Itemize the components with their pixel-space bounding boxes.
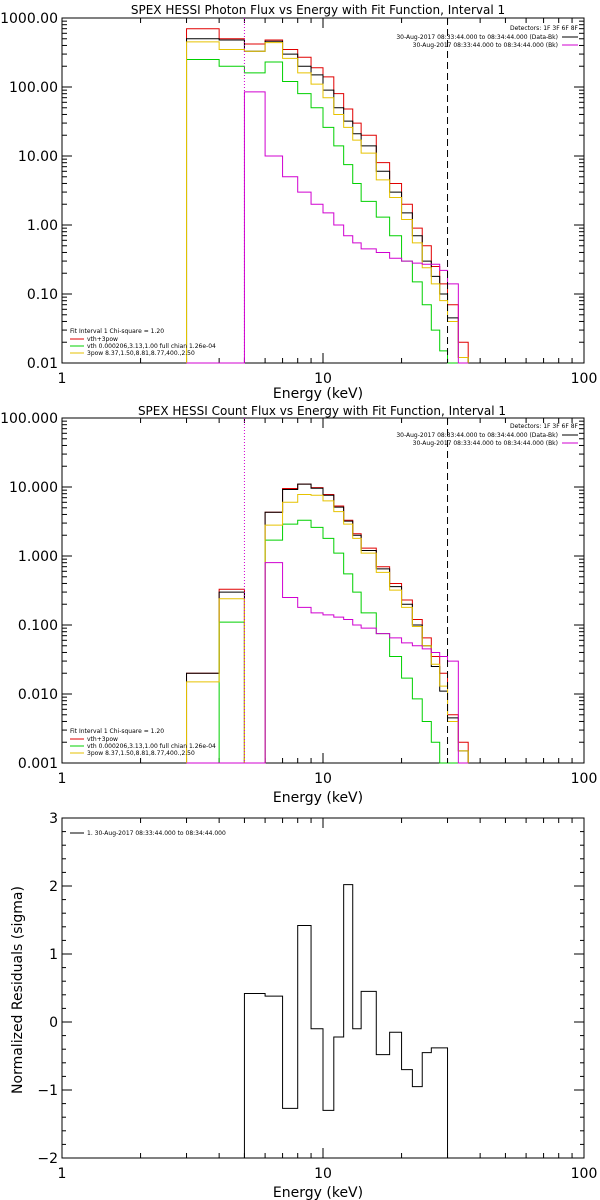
legend-left: 1. 30-Aug-2017 08:33:44.000 to 08:34:44.… bbox=[70, 830, 226, 837]
y-tick-label: 100.00 bbox=[9, 80, 58, 96]
series-green bbox=[186, 519, 469, 764]
series-magenta bbox=[186, 562, 469, 764]
y-tick-label: 10.000 bbox=[9, 480, 58, 496]
y-tick-label: 1 bbox=[49, 947, 58, 963]
x-tick-label: 1 bbox=[58, 771, 67, 787]
legend-entry-green: vth 0.000206,3.13,1.00 full chian 1.26e-… bbox=[87, 743, 216, 750]
y-tick-label: 10.00 bbox=[18, 149, 58, 165]
y-tick-label: −1 bbox=[37, 1083, 58, 1099]
x-tick-label: 10 bbox=[314, 371, 332, 387]
series-red bbox=[186, 28, 469, 363]
x-tick-label: 1 bbox=[58, 1166, 67, 1182]
y-tick-label: 1.000 bbox=[18, 549, 58, 565]
legend-fit-header: Fit Interval 1 Chi-square = 1.20 bbox=[70, 728, 164, 735]
residuals-panel: Energy (keV) Normalized Residuals (sigma… bbox=[10, 811, 597, 1200]
x-tick-label: 100 bbox=[571, 1166, 598, 1182]
plot-frame bbox=[61, 417, 585, 764]
series-yellow bbox=[186, 493, 469, 764]
y-tick-label: 1.00 bbox=[27, 218, 58, 234]
count-flux-panel: SPEX HESSI Count Flux vs Energy with Fit… bbox=[0, 404, 597, 806]
x-tick-label: 100 bbox=[571, 771, 598, 787]
legend-entry-yellow: 3pow 8.37,1.50,8.81,8.77,400.,2.50 bbox=[87, 350, 195, 357]
y-tick-label: 100.000 bbox=[0, 411, 58, 427]
y-tick-label: −2 bbox=[37, 1151, 58, 1167]
plot-marks bbox=[186, 18, 469, 364]
x-axis-label: Energy (keV) bbox=[273, 790, 363, 806]
x-axis-label: Energy (keV) bbox=[273, 1185, 363, 1200]
series-magenta bbox=[186, 91, 469, 364]
legend-entry-green: vth 0.000206,3.13,1.00 full chian 1.26e-… bbox=[87, 343, 216, 350]
y-tick-label: 3 bbox=[49, 811, 58, 827]
legend-entry-data-bk: 30-Aug-2017 08:33:44.000 to 08:34:44.000… bbox=[396, 432, 558, 439]
legend-entry-bk: 30-Aug-2017 08:33:44.000 to 08:34:44.000… bbox=[413, 440, 558, 447]
plot-marks bbox=[186, 418, 469, 764]
y-tick-label: 2 bbox=[49, 879, 58, 895]
legend-left: Fit Interval 1 Chi-square = 1.20 vth+3po… bbox=[70, 328, 216, 357]
legend-entry-yellow: 3pow 8.37,1.50,8.81,8.77,400.,2.50 bbox=[87, 750, 195, 757]
y-tick-label: 0.100 bbox=[18, 618, 58, 634]
y-tick-label: 0.10 bbox=[27, 287, 58, 303]
legend-right: Detectors: 1F 3F 6F 8F 30-Aug-2017 08:33… bbox=[396, 25, 578, 49]
legend-left: Fit Interval 1 Chi-square = 1.20 vth+3po… bbox=[70, 728, 216, 757]
x-tick-label: 10 bbox=[314, 1166, 332, 1182]
axis-ticks: 1 10 100 0.001 0.010 0.100 1.000 10.000 100.000 bbox=[0, 411, 597, 787]
y-tick-label: 0.010 bbox=[18, 687, 58, 703]
x-axis-label: Energy (keV) bbox=[273, 386, 363, 402]
y-axis-label: Normalized Residuals (sigma) bbox=[10, 886, 26, 1094]
x-tick-label: 1 bbox=[58, 371, 67, 387]
legend-entry-red: vth+3pow bbox=[87, 736, 118, 743]
legend-header: Detectors: 1F 3F 6F 8F bbox=[510, 423, 579, 430]
axis-ticks: 1 10 100 −2 −1 0 1 2 3 bbox=[37, 811, 597, 1182]
y-tick-label: 0 bbox=[49, 1015, 58, 1031]
x-tick-label: 100 bbox=[571, 371, 598, 387]
chart-title: SPEX HESSI Photon Flux vs Energy with Fi… bbox=[131, 3, 505, 17]
y-tick-label: 0.01 bbox=[27, 356, 58, 372]
legend-entry-bk: 30-Aug-2017 08:33:44.000 to 08:34:44.000… bbox=[413, 42, 558, 49]
series-black bbox=[243, 884, 449, 1158]
legend-entry-red: vth+3pow bbox=[87, 336, 118, 343]
series-black bbox=[186, 38, 469, 363]
y-tick-label: 1000.00 bbox=[0, 11, 58, 27]
series-green bbox=[186, 59, 469, 364]
x-tick-label: 10 bbox=[314, 771, 332, 787]
series-yellow bbox=[186, 41, 469, 363]
y-tick-label: 0.001 bbox=[18, 756, 58, 772]
legend-right: Detectors: 1F 3F 6F 8F 30-Aug-2017 08:33… bbox=[396, 423, 578, 447]
plot-marks bbox=[243, 884, 449, 1158]
legend-fit-header: Fit Interval 1 Chi-square = 1.20 bbox=[70, 328, 164, 335]
chart-title: SPEX HESSI Count Flux vs Energy with Fit… bbox=[138, 404, 506, 418]
legend-header: Detectors: 1F 3F 6F 8F bbox=[510, 25, 579, 32]
photon-flux-panel: SPEX HESSI Photon Flux vs Energy with Fi… bbox=[0, 3, 597, 402]
series-black bbox=[186, 483, 469, 764]
legend-entry-data-bk: 30-Aug-2017 08:33:44.000 to 08:34:44.000… bbox=[396, 34, 558, 41]
axis-ticks: 1 10 100 0.01 0.10 1.00 10.00 100.00 1000.00 bbox=[0, 11, 597, 387]
legend-entry-black: 1. 30-Aug-2017 08:33:44.000 to 08:34:44.… bbox=[87, 830, 226, 837]
